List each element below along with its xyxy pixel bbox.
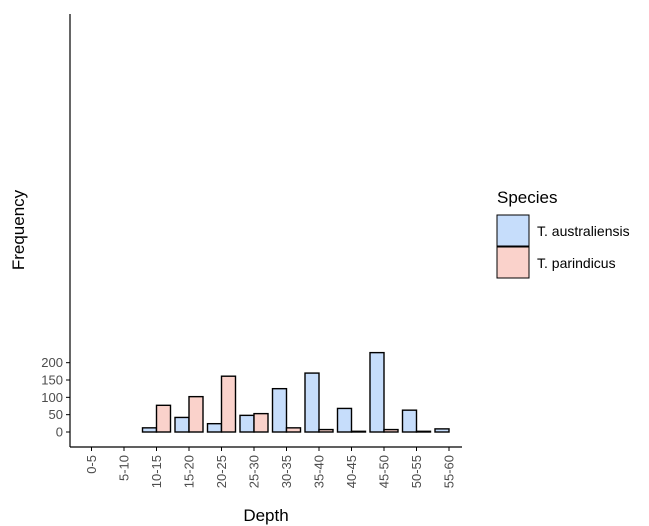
y-axis-title: Frequency — [9, 189, 28, 270]
bar-t-australiensis-40-45 — [336, 407, 353, 433]
bars-layer — [141, 351, 450, 433]
x-tick-label: 5-10 — [117, 455, 132, 481]
bar-t-parindicus-45-50 — [383, 428, 399, 433]
bar-t-australiensis-55-60 — [434, 428, 450, 433]
x-tick-label: 35-40 — [312, 455, 327, 488]
bar-t-australiensis-35-40 — [304, 372, 320, 433]
bar-t-australiensis-45-50 — [369, 351, 385, 433]
bar-t-parindicus-10-15 — [155, 404, 172, 433]
y-tick-label: 150 — [41, 373, 63, 388]
x-tick-label: 45-50 — [377, 455, 392, 488]
legend-swatch-t-parindicus — [496, 246, 530, 279]
x-axis-ticks: 0-5 5-10 10-15 15-20 20-25 25-30 30-35 35-40 40-… — [84, 447, 457, 488]
legend: Species T. australiensis T. parindicus — [496, 188, 630, 279]
legend-title: Species — [497, 188, 557, 207]
bar-t-australiensis-10-15 — [141, 427, 158, 433]
x-tick-label: 30-35 — [279, 455, 294, 488]
legend-label-t-australiensis: T. australiensis — [537, 223, 630, 239]
y-tick-label: 100 — [41, 390, 63, 405]
x-axis-title: Depth — [243, 506, 288, 525]
bar-t-parindicus-40-45 — [350, 430, 367, 433]
x-tick-label: 10-15 — [149, 455, 164, 488]
bar-t-parindicus-30-35 — [285, 427, 302, 433]
bar-t-parindicus-20-25 — [220, 375, 237, 433]
x-tick-label: 15-20 — [182, 455, 197, 488]
bar-t-australiensis-50-55 — [401, 409, 418, 433]
y-tick-label: 200 — [41, 355, 63, 370]
y-tick-label: 50 — [49, 407, 63, 422]
x-tick-label: 0-5 — [84, 455, 99, 474]
x-tick-label: 55-60 — [442, 455, 457, 488]
x-tick-label: 25-30 — [247, 455, 262, 488]
bar-t-australiensis-15-20 — [174, 416, 190, 433]
bar-t-parindicus-25-30 — [253, 412, 269, 433]
x-tick-label: 20-25 — [214, 455, 229, 488]
bar-t-parindicus-15-20 — [188, 395, 204, 433]
bar-t-parindicus-50-55 — [415, 430, 432, 433]
bar-t-australiensis-25-30 — [239, 414, 255, 433]
bar-t-australiensis-30-35 — [271, 387, 288, 433]
legend-swatch-t-australiensis — [496, 214, 530, 247]
y-tick-label: 0 — [56, 425, 63, 440]
y-axis-ticks: 0 50 100 150 200 — [41, 355, 70, 440]
x-tick-label: 40-45 — [344, 455, 359, 488]
x-tick-label: 50-55 — [409, 455, 424, 488]
legend-label-t-parindicus: T. parindicus — [537, 255, 616, 271]
bar-t-australiensis-20-25 — [206, 422, 223, 433]
bar-t-parindicus-35-40 — [318, 428, 334, 433]
